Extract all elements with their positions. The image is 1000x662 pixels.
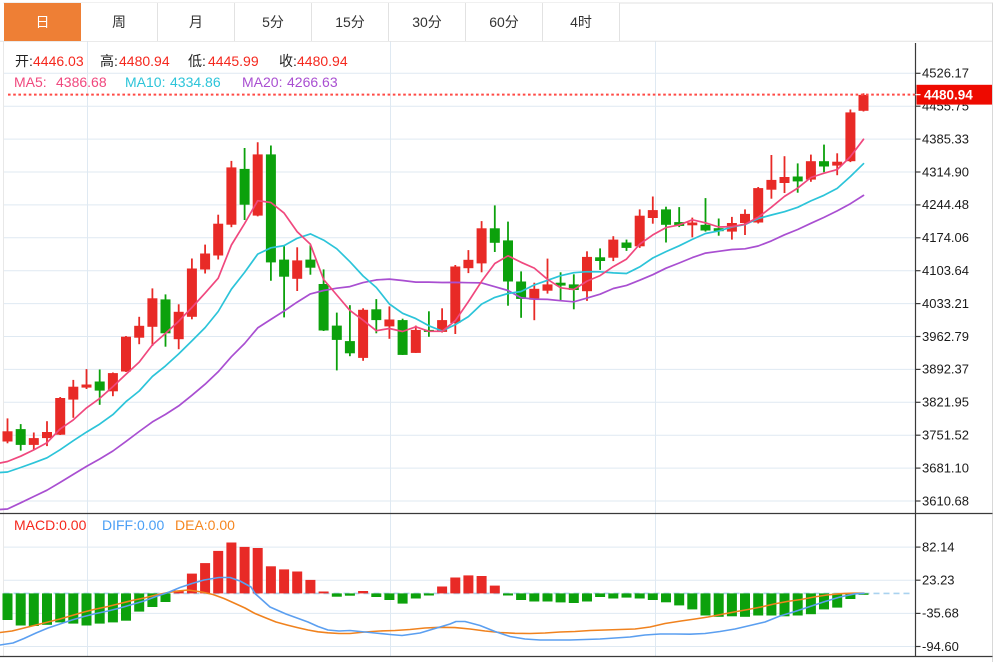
svg-text:MA20:: MA20:: [242, 74, 282, 90]
svg-text:MACD:0.00: MACD:0.00: [14, 517, 87, 533]
svg-text:DEA:0.00: DEA:0.00: [175, 517, 235, 533]
svg-text:4385.33: 4385.33: [922, 131, 969, 146]
svg-text:4244.48: 4244.48: [922, 197, 969, 212]
svg-text:4386.68: 4386.68: [56, 74, 107, 90]
svg-text:3892.37: 3892.37: [922, 362, 969, 377]
svg-text:3610.68: 3610.68: [922, 493, 969, 508]
svg-text:开:: 开:: [15, 53, 33, 69]
svg-text:4445.99: 4445.99: [208, 53, 259, 69]
svg-text:4526.17: 4526.17: [922, 66, 969, 81]
svg-text:4446.03: 4446.03: [33, 53, 84, 69]
svg-text:4480.94: 4480.94: [924, 88, 973, 103]
svg-text:3681.10: 3681.10: [922, 460, 969, 475]
svg-text:-35.68: -35.68: [922, 606, 959, 621]
svg-text:低:: 低:: [188, 53, 206, 69]
svg-text:3751.52: 3751.52: [922, 428, 969, 443]
svg-text:4033.21: 4033.21: [922, 296, 969, 311]
svg-text:3962.79: 3962.79: [922, 329, 969, 344]
svg-text:23.23: 23.23: [922, 573, 955, 588]
svg-text:收:: 收:: [279, 53, 297, 69]
svg-text:4480.94: 4480.94: [119, 53, 170, 69]
svg-text:82.14: 82.14: [922, 539, 955, 554]
svg-text:DIFF:0.00: DIFF:0.00: [102, 517, 164, 533]
svg-text:高:: 高:: [100, 53, 118, 69]
svg-text:MA10:: MA10:: [125, 74, 165, 90]
svg-text:4314.90: 4314.90: [922, 164, 969, 179]
svg-text:MA5:: MA5:: [14, 74, 47, 90]
svg-text:4174.06: 4174.06: [922, 230, 969, 245]
svg-text:4266.63: 4266.63: [287, 74, 338, 90]
svg-text:3821.95: 3821.95: [922, 395, 969, 410]
svg-text:-94.60: -94.60: [922, 639, 959, 654]
svg-text:4103.64: 4103.64: [922, 263, 969, 278]
svg-text:4480.94: 4480.94: [297, 53, 348, 69]
svg-text:4334.86: 4334.86: [170, 74, 221, 90]
